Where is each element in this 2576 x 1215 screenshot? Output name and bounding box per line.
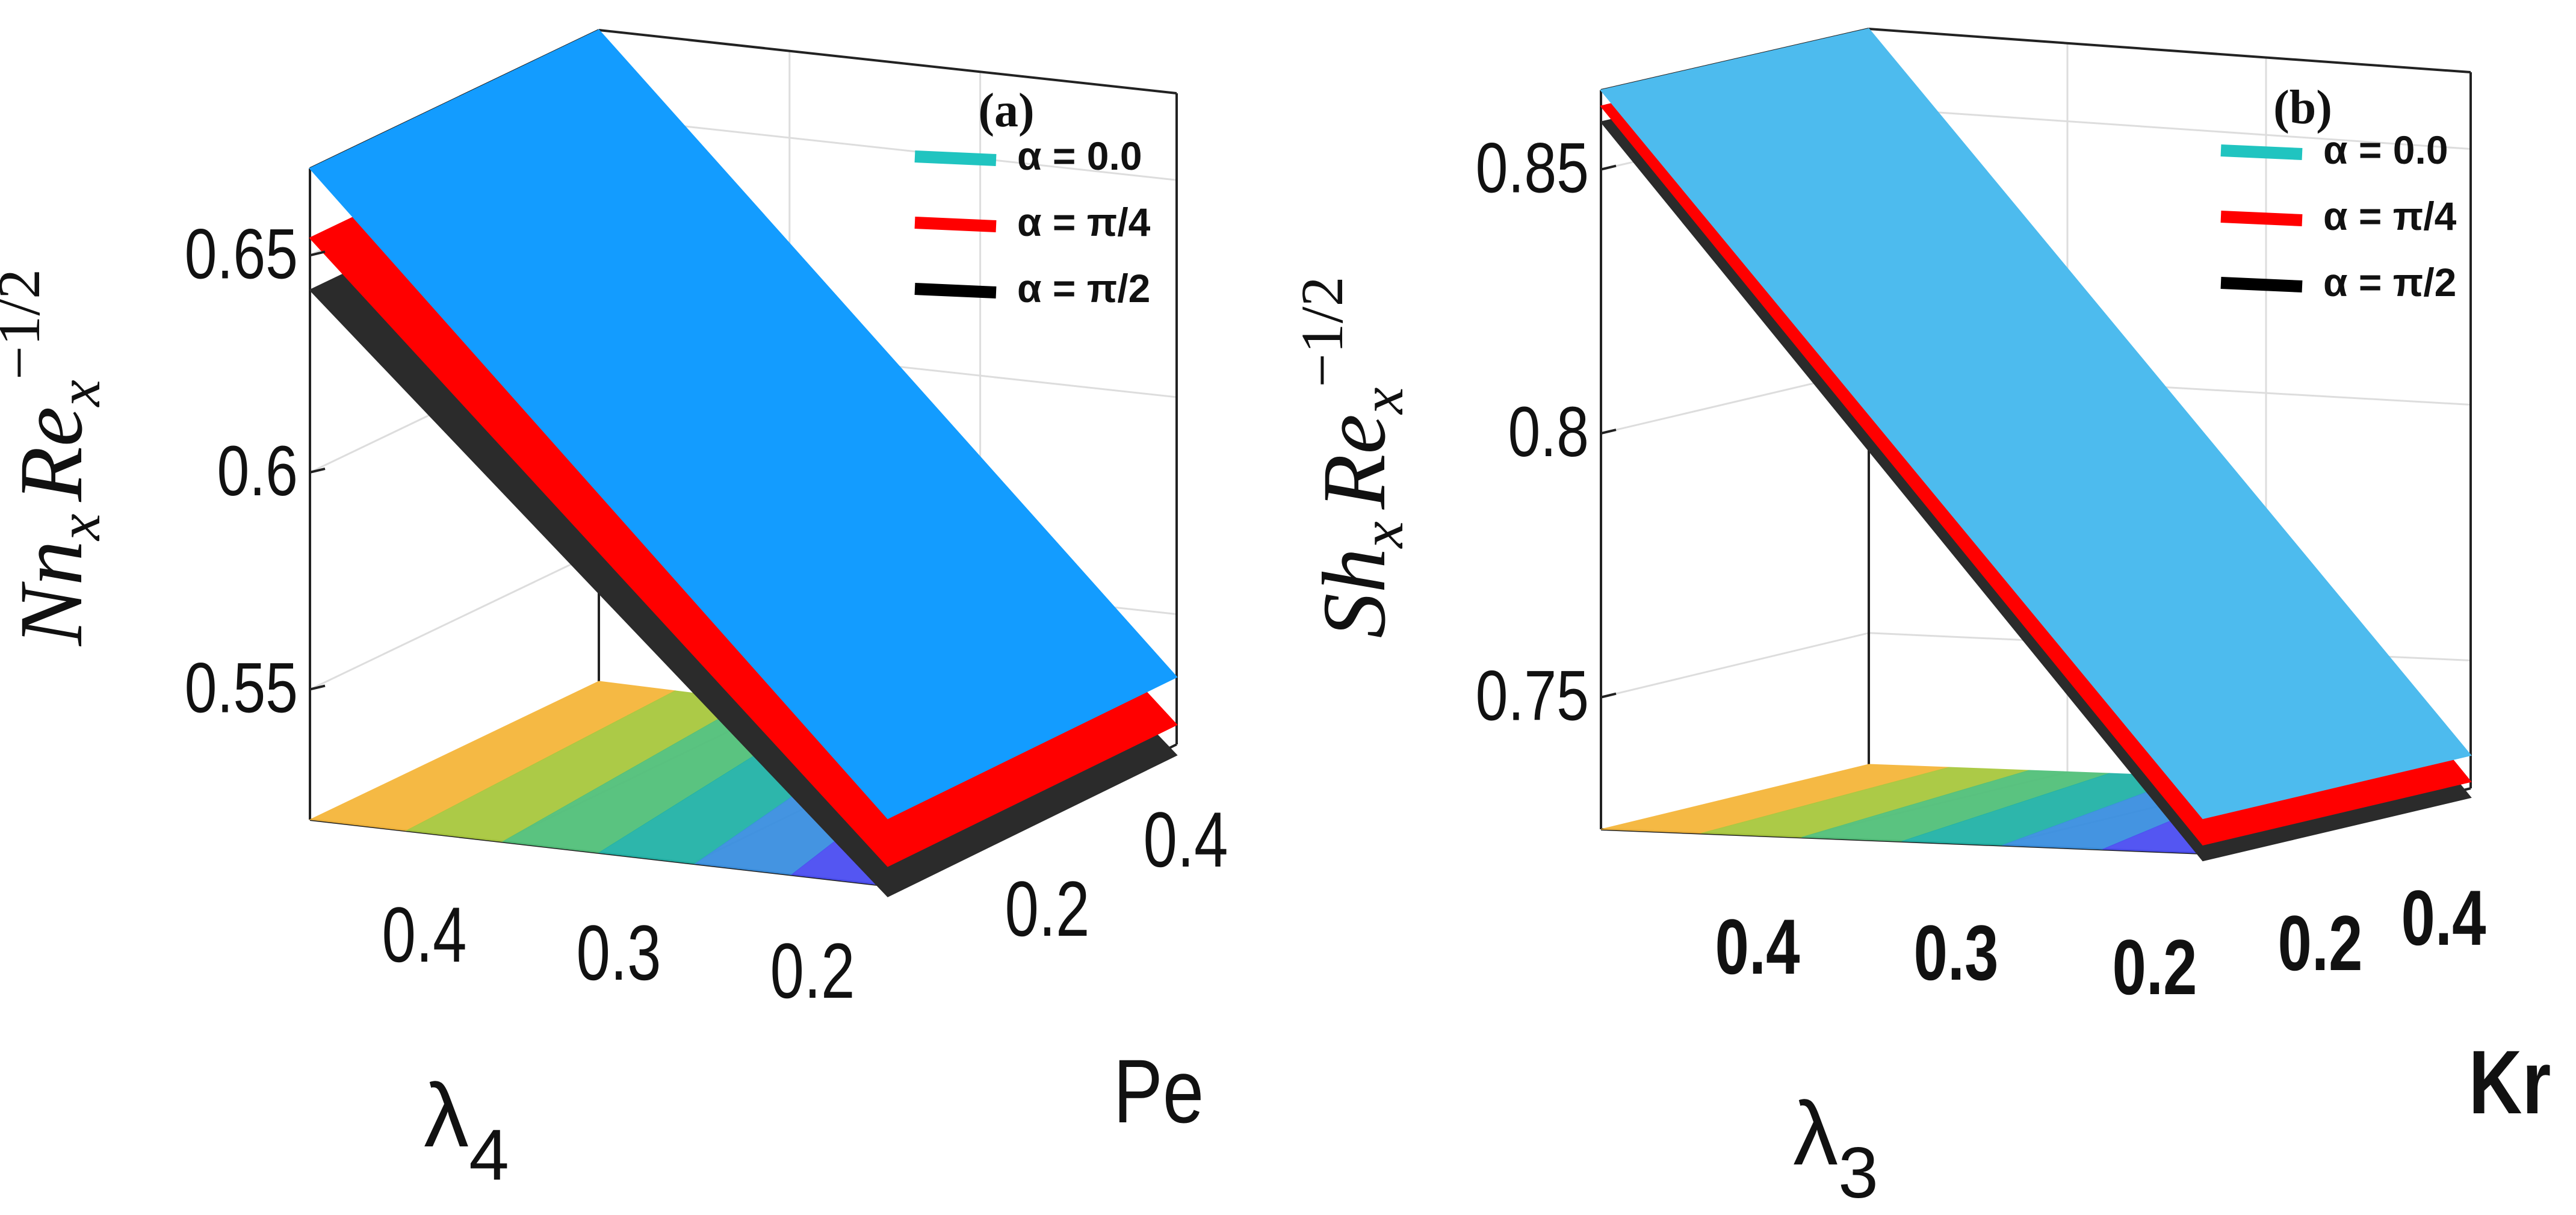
- z-tick-label: 0.2: [2278, 899, 2363, 987]
- y-tick-mark: [309, 684, 326, 691]
- y-tick-mark: [1600, 428, 1617, 435]
- y-label-base: Nn: [1, 540, 101, 647]
- y-label-sup: −1/2: [0, 269, 52, 380]
- surface-alpha-0: [1600, 28, 2472, 820]
- y-ticks: 0.75 0.8 0.85: [1476, 128, 1617, 735]
- legend-label: α = 0.0: [1017, 134, 1142, 178]
- x-axis-label-base: λ: [424, 1065, 469, 1166]
- y-tick-mark: [309, 250, 326, 257]
- legend-label: α = 0.0: [2323, 128, 2448, 172]
- z-tick-label: 0.2: [1005, 865, 1090, 953]
- panel-a: 0.550.60.650.4 0.3 0.20.20.4λ4PeNnxRex−1/2…: [0, 29, 1228, 1195]
- y-tick-label: 0.65: [185, 214, 298, 293]
- surface-alpha-0: [309, 29, 1178, 820]
- y-label-sub2: x: [46, 380, 113, 407]
- y-label-sub: x: [46, 514, 113, 542]
- y-tick-mark: [1600, 692, 1617, 699]
- y-label-sub: x: [1349, 521, 1416, 549]
- grid-line-left-wall: [1600, 632, 1869, 699]
- x-tick-label: 0.4: [1715, 903, 1800, 991]
- x-axis-label-base: λ: [1793, 1083, 1838, 1184]
- y-tick-label: 0.55: [185, 648, 298, 727]
- y-axis-label: ShxRex−1/2: [1289, 276, 1416, 638]
- x-axis-label-sub: 3: [1838, 1133, 1878, 1213]
- grid-line-back-wall: [1868, 107, 2471, 150]
- legend-label: α = π/4: [2323, 194, 2457, 238]
- y-label-sub2: x: [1349, 388, 1416, 415]
- z-ticks: 0.2 0.4: [1005, 796, 1228, 953]
- legend-swatch: [914, 217, 997, 232]
- y-label-sup: −1/2: [1289, 276, 1355, 387]
- z-axis-label: Kr: [2469, 1032, 2551, 1133]
- legend-swatch: [2220, 144, 2303, 160]
- panel-b: 0.750.80.850.4 0.3 0.2 0.2 0.4λ3KrShxRex−1/2…: [1289, 28, 2551, 1213]
- panel-label: (a): [978, 84, 1034, 137]
- z-ticks: 0.2 0.4: [2278, 874, 2486, 987]
- x-axis-label-sub: 4: [469, 1115, 509, 1195]
- x-tick-label: 0.4: [382, 891, 467, 978]
- y-label-base2: Re: [1, 406, 101, 502]
- x-axis-label: λ4: [424, 1065, 509, 1195]
- legend: α = 0.0 α = π/4 α = π/2: [914, 134, 1151, 311]
- x-tick-label: 0.2: [770, 927, 855, 1015]
- z-axis-label: Pe: [1113, 1041, 1204, 1142]
- panel-label: (b): [2273, 81, 2332, 134]
- x-tick-label: 0.2: [2113, 923, 2197, 1011]
- box-edge-top-back: [598, 29, 1177, 94]
- y-tick-label: 0.85: [1476, 128, 1589, 207]
- y-label-base: Sh: [1304, 548, 1404, 638]
- legend-swatch: [914, 150, 997, 166]
- x-tick-label: 0.3: [1914, 909, 1999, 997]
- y-tick-label: 0.8: [1508, 392, 1589, 471]
- legend-label: α = π/2: [2323, 260, 2456, 305]
- legend-swatch: [2220, 277, 2303, 292]
- y-axis-label: NnxRex−1/2: [0, 269, 113, 647]
- x-axis-label: λ3: [1793, 1083, 1878, 1213]
- legend-swatch: [2220, 211, 2303, 226]
- y-tick-mark: [1600, 164, 1617, 171]
- x-ticks: 0.4 0.3 0.2: [382, 891, 855, 1015]
- legend-label: α = π/2: [1017, 266, 1150, 311]
- y-tick-label: 0.75: [1476, 656, 1589, 735]
- grid-line-left-wall: [309, 550, 599, 690]
- surfaces: [1600, 28, 2472, 862]
- box-edge-top-back: [1868, 28, 2471, 73]
- z-tick-label: 0.4: [1144, 796, 1228, 883]
- y-tick-label: 0.6: [217, 431, 298, 510]
- legend-label: α = π/4: [1017, 200, 1151, 244]
- legend: α = 0.0 α = π/4 α = π/2: [2220, 128, 2457, 305]
- y-ticks: 0.55 0.6 0.65: [185, 214, 326, 728]
- surfaces: [309, 29, 1178, 898]
- legend-swatch: [914, 283, 997, 298]
- x-ticks: 0.4 0.3 0.2: [1715, 903, 2197, 1011]
- grid-line-back-wall: [598, 116, 1177, 181]
- z-tick-label: 0.4: [2401, 874, 2486, 962]
- y-label-base2: Re: [1304, 414, 1404, 510]
- y-tick-mark: [309, 467, 326, 474]
- x-tick-label: 0.3: [577, 909, 661, 997]
